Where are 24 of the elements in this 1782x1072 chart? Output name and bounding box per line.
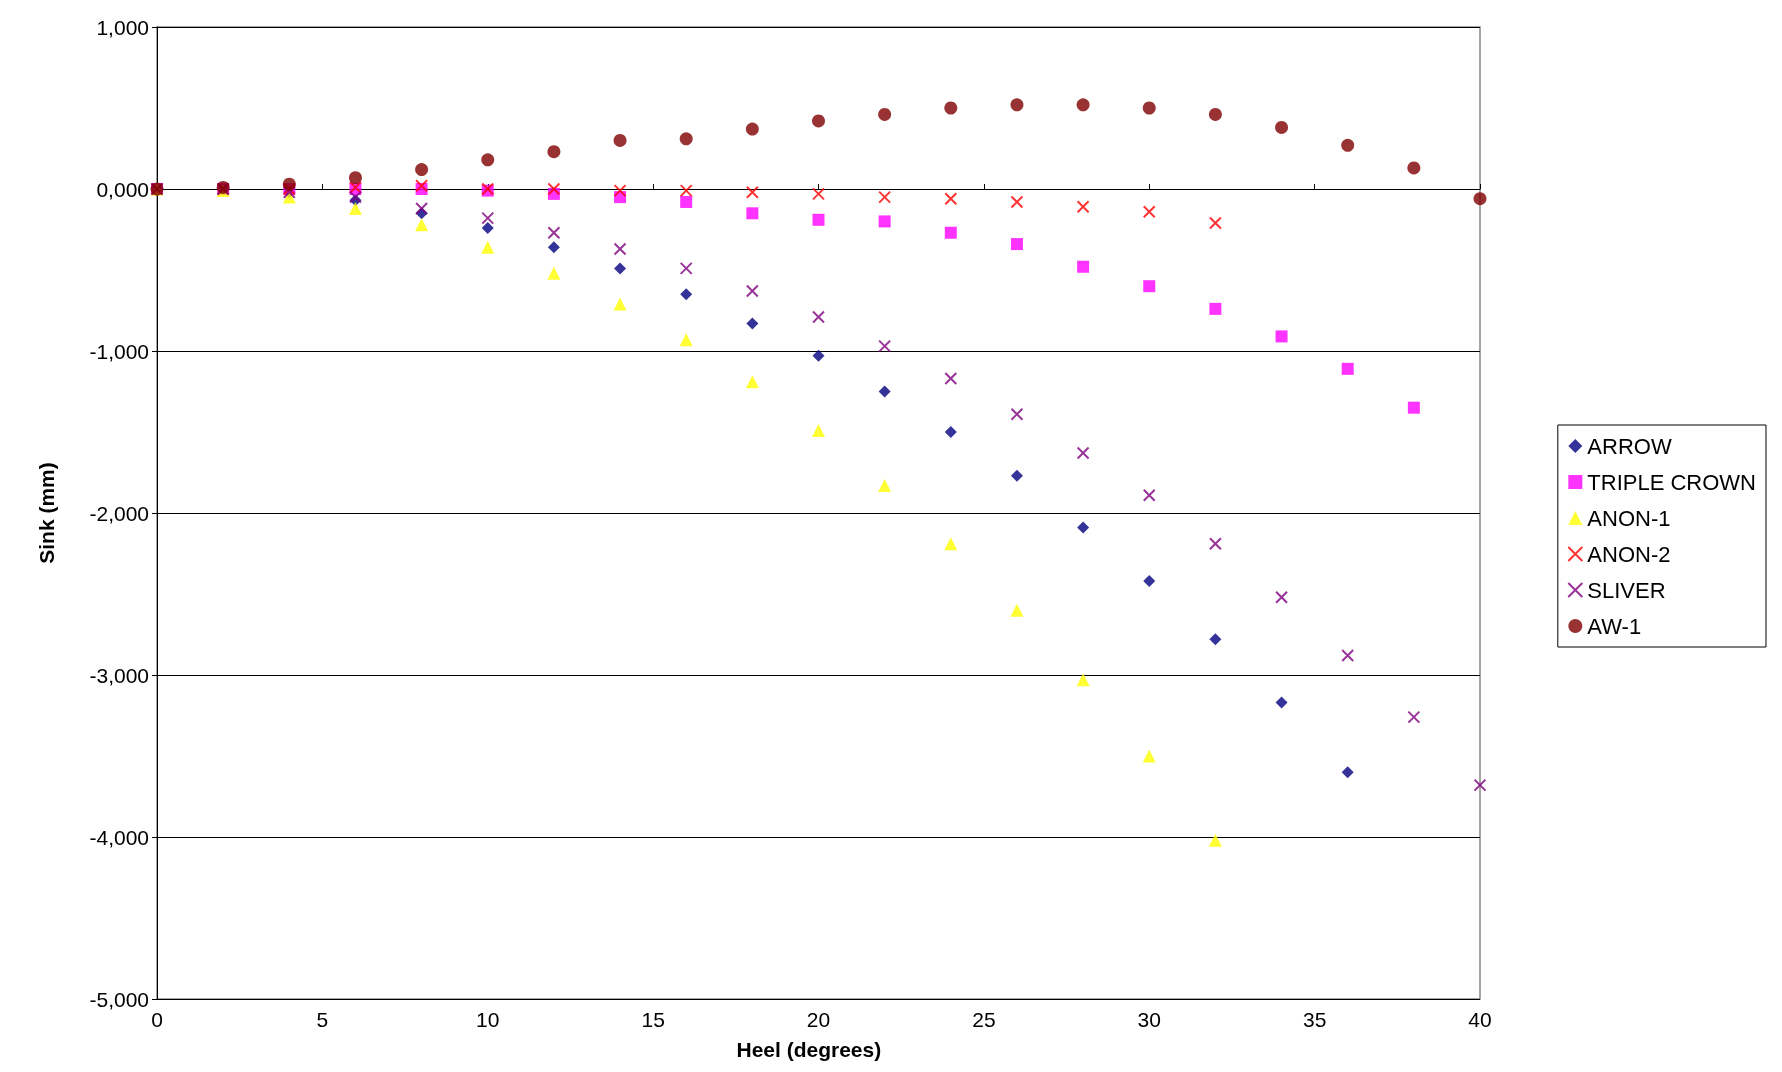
y-tick-label: -2,000	[89, 501, 149, 525]
x-tick-label: 35	[1302, 1008, 1327, 1031]
legend-label: ANON-1	[1587, 505, 1671, 531]
x-tick-label: 0	[151, 1008, 163, 1031]
x-tick-label: 30	[1137, 1008, 1161, 1031]
x-tick-label: 20	[806, 1008, 831, 1031]
legend-label: ARROW	[1587, 433, 1672, 459]
legend-label: TRIPLE CROWN	[1587, 469, 1757, 495]
x-tick-label: 10	[476, 1008, 500, 1031]
y-tick-label: -5,000	[89, 987, 149, 1011]
y-tick-label: -4,000	[89, 825, 149, 849]
x-tick-label: 15	[641, 1008, 665, 1031]
y-axis-title: Sink (mm)	[35, 462, 58, 564]
legend-label: SLIVER	[1587, 577, 1666, 603]
legend-label: AW-1	[1587, 613, 1642, 639]
y-tick-label: 0,000	[96, 177, 149, 201]
legend-label: ANON-2	[1587, 541, 1671, 567]
x-tick-label: 40	[1468, 1008, 1492, 1031]
y-tick-label: 1,000	[96, 15, 149, 39]
y-tick-label: -1,000	[89, 339, 149, 363]
x-tick-label: 25	[972, 1008, 996, 1031]
y-tick-label: -3,000	[89, 663, 149, 687]
x-axis-title: Heel (degrees)	[736, 1038, 882, 1061]
x-tick-label: 5	[316, 1008, 329, 1031]
